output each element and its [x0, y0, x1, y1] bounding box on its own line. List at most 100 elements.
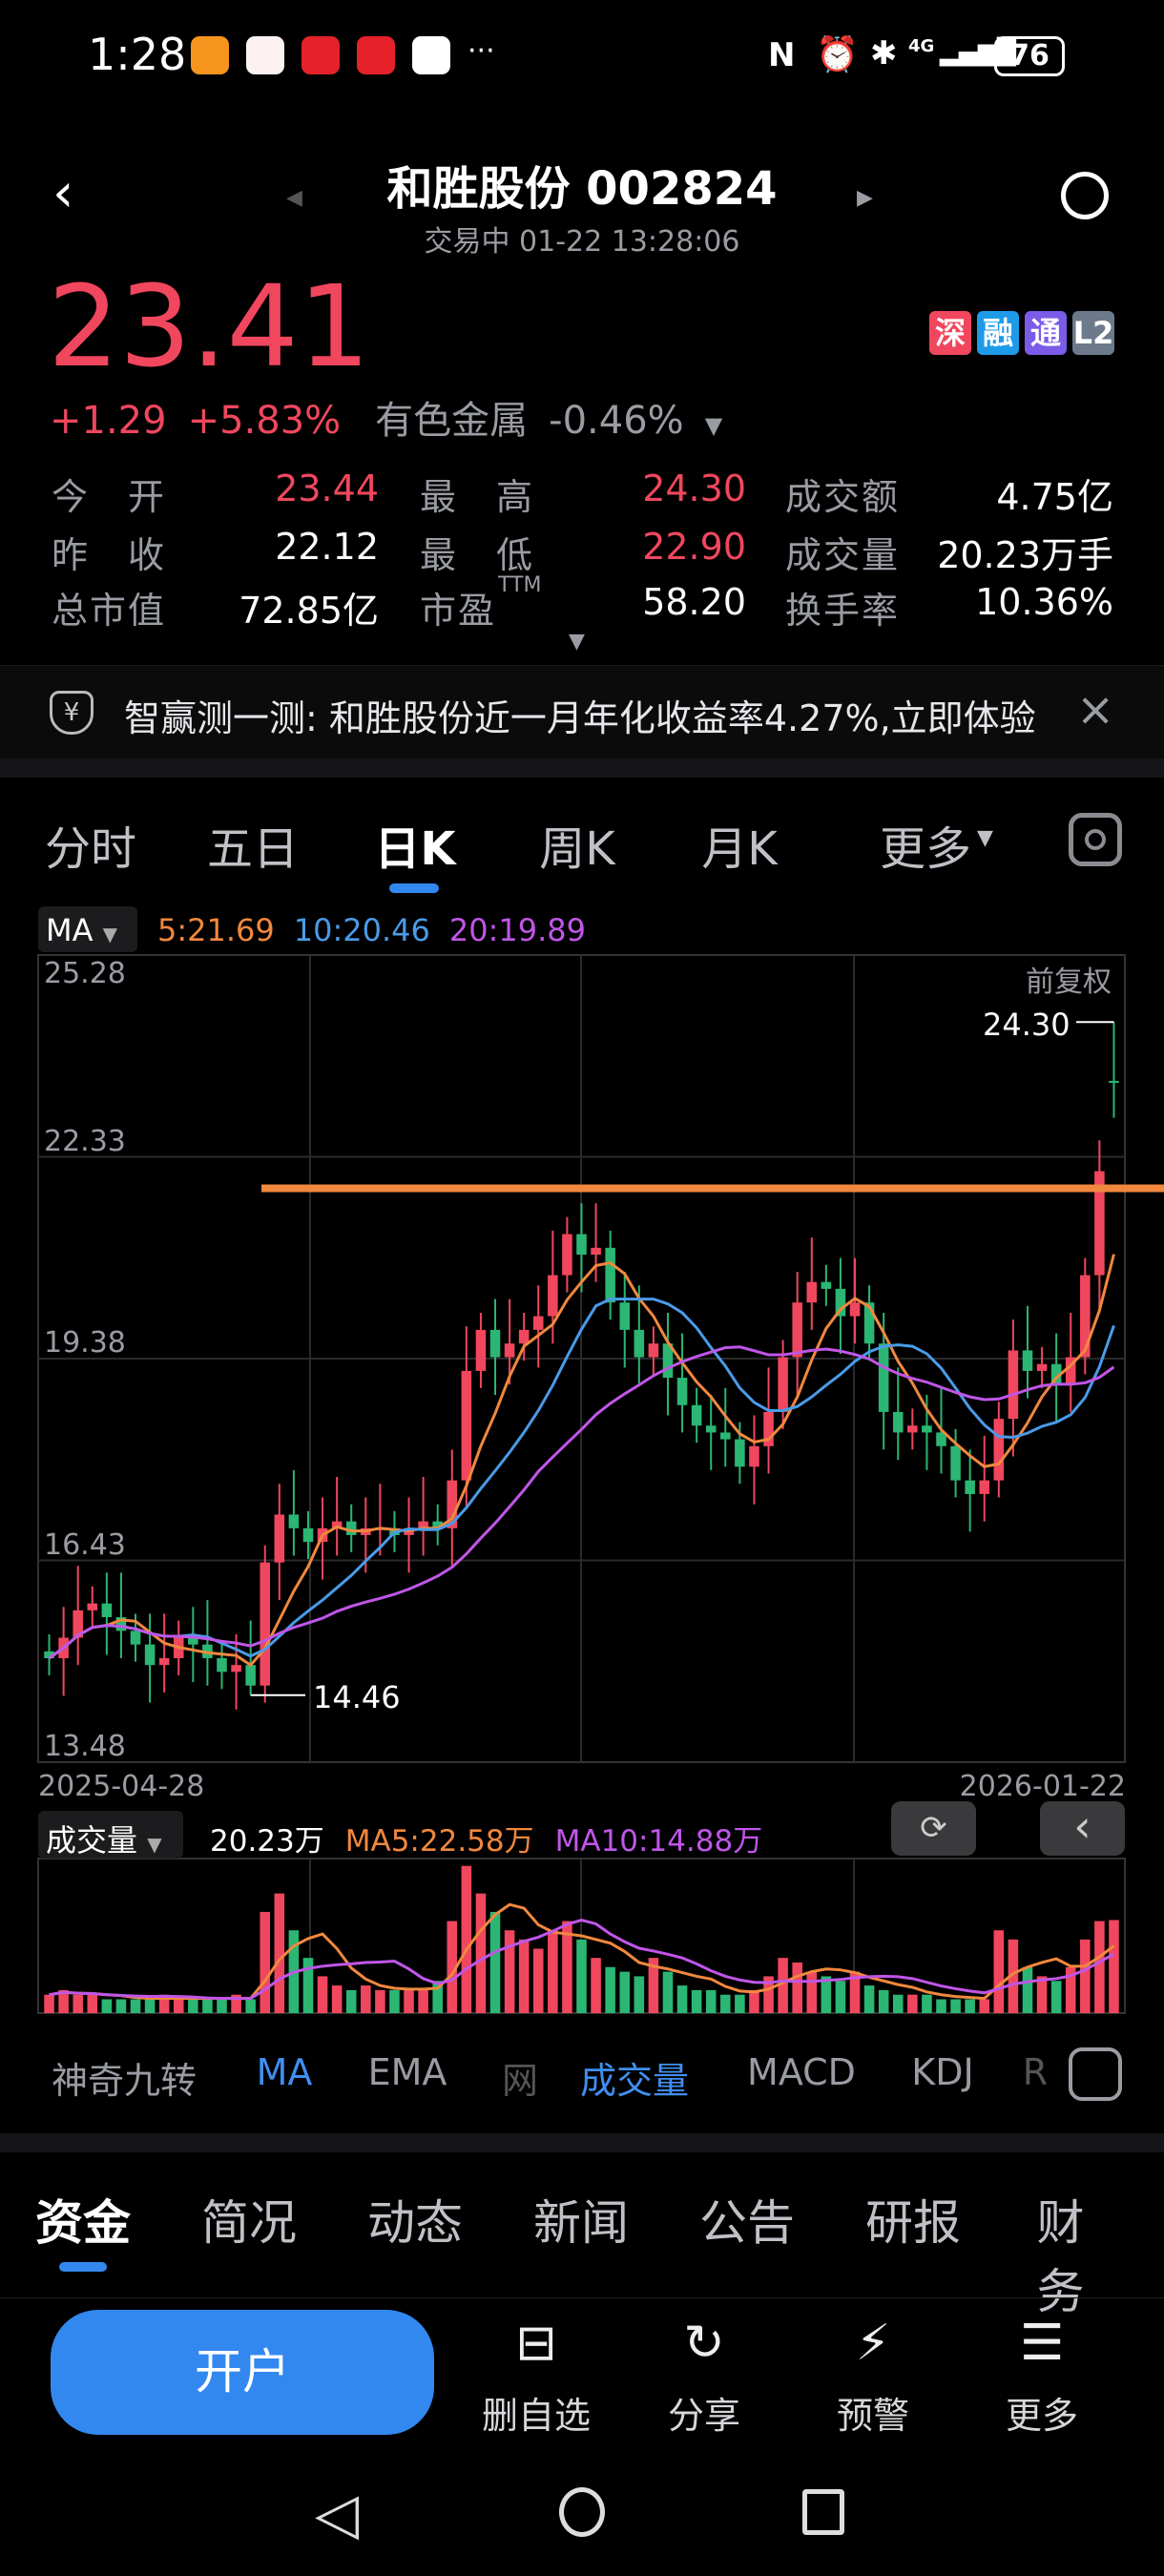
volume-bar	[993, 1930, 1005, 2013]
candle-body	[835, 1288, 846, 1317]
indicator-tab[interactable]: MA	[256, 2051, 313, 2093]
dropdown-icon[interactable]: ▼	[704, 412, 723, 439]
candle-body	[619, 1302, 631, 1330]
tab-chart-period[interactable]: 五日	[206, 822, 300, 876]
info-tab[interactable]: 研报	[865, 2195, 961, 2251]
stat-value: 10.36%	[975, 581, 1113, 623]
expand-stats-icon[interactable]: ▼	[569, 630, 585, 654]
volume-bar	[87, 1994, 98, 2013]
indicator-tab[interactable]: 网	[501, 2060, 539, 2102]
sector-change[interactable]: -0.46%	[549, 399, 684, 443]
sector-name[interactable]: 有色金属	[375, 399, 529, 443]
stat-value: 4.75亿	[996, 476, 1113, 518]
candle-body	[605, 1247, 615, 1303]
kline-chart[interactable]	[0, 0, 1164, 2137]
rotate-landscape-button[interactable]: ⟳	[891, 1801, 976, 1856]
volume-bar	[778, 1958, 788, 2013]
volume-bar	[735, 1994, 745, 2013]
open-account-button[interactable]: 开户	[51, 2310, 434, 2435]
action-2[interactable]: ⚡ 预警	[797, 2314, 949, 2439]
indicator-tab[interactable]: 神奇九转	[51, 2060, 197, 2102]
candle-body	[950, 1445, 961, 1481]
more-dropdown-icon[interactable]: ▼	[977, 826, 993, 850]
gear-icon	[1085, 829, 1106, 850]
stat-value: 58.20	[642, 581, 746, 623]
volume-bar	[634, 1976, 645, 2013]
active-info-tab-indicator	[59, 2262, 107, 2272]
candle-body	[735, 1439, 745, 1467]
volume-bar	[821, 1976, 832, 2013]
candle-body	[1065, 1357, 1076, 1385]
stat-label: 市盈	[420, 590, 497, 632]
ma10-value: 10:20.46	[293, 912, 430, 948]
prev-stock-button[interactable]: ◀	[286, 186, 302, 210]
indicator-tab[interactable]: KDJ	[911, 2051, 974, 2093]
volume-bar	[1094, 1921, 1105, 2013]
info-tab[interactable]: 财务	[1036, 2195, 1085, 2319]
active-tab-indicator	[389, 883, 439, 893]
indicator-selector[interactable]: MA ▼	[38, 906, 137, 952]
candle-body	[705, 1425, 717, 1433]
badge-margin: 融	[977, 311, 1019, 355]
action-label: 更多	[1005, 2395, 1078, 2437]
action-3[interactable]: ☰ 更多	[966, 2314, 1118, 2439]
tab-chart-period[interactable]: 更多	[879, 822, 972, 876]
nfc-icon: N	[768, 36, 796, 74]
tab-chart-period[interactable]: 分时	[44, 822, 137, 876]
indicator-tab[interactable]: EMA	[367, 2051, 447, 2093]
battery-level: 76	[1009, 39, 1050, 73]
bluetooth-icon: ✱	[870, 34, 898, 73]
indicator-tab[interactable]: 成交量	[579, 2060, 690, 2102]
volume-bar	[475, 1893, 487, 2013]
promo-banner[interactable]: ¥ 智赢测一测: 和胜股份近一月年化收益率4.27%,立即体验 ×	[0, 665, 1164, 758]
volume-bar	[302, 1958, 314, 2013]
indicator-selector-label: MA	[46, 912, 94, 948]
volume-bar	[1050, 1981, 1062, 2013]
stat-label: 今 开	[52, 476, 167, 518]
subchart-selector[interactable]: 成交量 ▼	[38, 1811, 183, 1859]
app-icon	[412, 36, 450, 74]
stat-label: 成交额	[785, 476, 901, 518]
volume-bar	[345, 1989, 357, 2013]
candle-body	[302, 1527, 314, 1543]
nav-back-button[interactable]: ◁	[315, 2481, 360, 2547]
volume-bar	[662, 1971, 674, 2013]
candle-body	[217, 1658, 227, 1672]
indicator-tab[interactable]: R	[1022, 2051, 1049, 2093]
info-tab[interactable]: 公告	[699, 2195, 795, 2251]
indicator-tab[interactable]: MACD	[747, 2051, 856, 2093]
info-tab[interactable]: 资金	[35, 2195, 131, 2251]
indicator-settings-button[interactable]	[1069, 2047, 1122, 2101]
stat-label: 总市值	[52, 590, 167, 632]
next-stock-button[interactable]: ▶	[857, 186, 873, 210]
collapse-panel-button[interactable]: ‹	[1040, 1801, 1125, 1856]
tab-chart-period[interactable]: 月K	[701, 822, 778, 876]
candle-body	[518, 1329, 530, 1344]
search-button[interactable]	[1061, 172, 1109, 219]
nav-home-button[interactable]	[559, 2487, 605, 2537]
network-icon: 4G	[908, 36, 935, 56]
action-0[interactable]: ⊟ 删自选	[460, 2314, 613, 2439]
volume-bar	[835, 1981, 846, 2013]
adjust-mode-label[interactable]: 前复权	[1026, 966, 1112, 999]
info-tab[interactable]: 简况	[201, 2195, 297, 2251]
max-price-label: 24.30	[983, 1007, 1070, 1043]
nav-recents-button[interactable]	[802, 2489, 844, 2535]
info-tab[interactable]: 动态	[367, 2195, 463, 2251]
close-banner-button[interactable]: ×	[1076, 683, 1115, 737]
ma20-line	[48, 1345, 1115, 1660]
tab-chart-period[interactable]: 周K	[539, 822, 615, 876]
alert-icon: ⚡	[855, 2315, 891, 2372]
action-label: 分享	[667, 2395, 740, 2437]
back-button[interactable]: ‹	[52, 162, 74, 224]
volume-bar	[115, 1999, 127, 2013]
status-time: 1:28	[88, 29, 187, 80]
info-tab[interactable]: 新闻	[533, 2195, 629, 2251]
candle-body	[763, 1411, 774, 1446]
volume-bar	[705, 1989, 717, 2013]
tab-chart-period[interactable]: 日K	[374, 822, 456, 876]
badge-group: 深融通 L2	[924, 311, 1114, 355]
volume-bar	[878, 1989, 889, 2013]
chart-settings-button[interactable]	[1069, 813, 1122, 866]
action-1[interactable]: ↻ 分享	[628, 2314, 780, 2439]
